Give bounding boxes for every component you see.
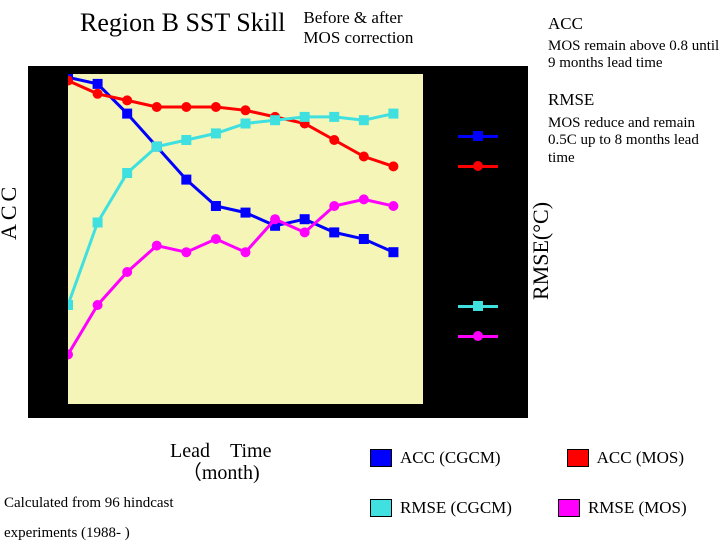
legend-swatch-acc-mos	[567, 449, 589, 467]
legend-row-2: RMSE (CGCM) RMSE (MOS)	[370, 498, 720, 518]
mini-legend-item	[448, 326, 508, 346]
footnote-1: Calculated from 96 hindcast	[4, 495, 174, 512]
mini-legend	[438, 116, 518, 396]
legend-label-rmse-cgcm: RMSE (CGCM)	[400, 498, 512, 518]
chart-frame	[28, 66, 528, 418]
legend-swatch-rmse-cgcm	[370, 499, 392, 517]
legend-swatch-acc-cgcm	[370, 449, 392, 467]
page-title: Region B SST Skill	[80, 8, 285, 38]
note-acc-heading: ACC	[548, 14, 583, 34]
x-axis-label: Lead Time（month)	[170, 440, 271, 484]
mini-legend-item	[448, 156, 508, 176]
mini-legend-item	[448, 126, 508, 146]
legend-label-acc-mos: ACC (MOS)	[597, 448, 684, 468]
legend-swatch-rmse-mos	[558, 499, 580, 517]
chart-plot-area	[68, 74, 423, 404]
note-rmse-heading: RMSE	[548, 90, 594, 110]
line-chart	[68, 74, 423, 404]
page-subtitle: Before & afterMOS correction	[303, 8, 413, 49]
legend-row-1: ACC (CGCM) ACC (MOS)	[370, 448, 720, 468]
y-axis-label-left: ACC	[0, 183, 22, 240]
footnote-2: experiments (1988- )	[4, 525, 130, 542]
mini-legend-item	[448, 296, 508, 316]
y-axis-label-right: RMSE(°C)	[528, 202, 554, 300]
note-acc-body: MOS remain above 0.8 until 9 months lead…	[548, 38, 720, 73]
legend-label-acc-cgcm: ACC (CGCM)	[400, 448, 501, 468]
note-rmse-body: MOS reduce and remain 0.5C up to 8 month…	[548, 115, 720, 167]
legend-label-rmse-mos: RMSE (MOS)	[588, 498, 687, 518]
